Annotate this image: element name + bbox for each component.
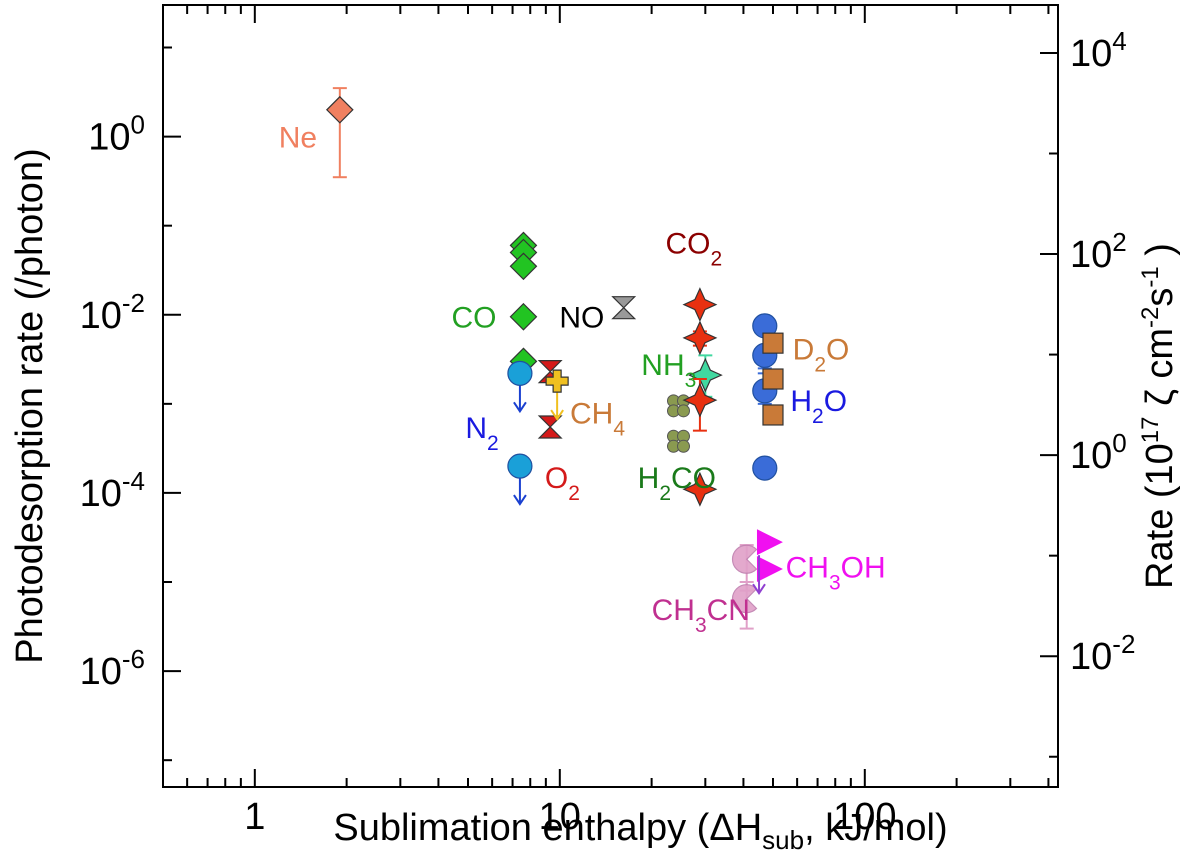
pacman-marker [731, 584, 758, 614]
star-marker [682, 471, 718, 507]
y-axis-title: Photodesorption rate (/photon) [9, 148, 51, 663]
clover-leaf [676, 404, 690, 418]
clover-marker [666, 429, 690, 453]
square-marker [762, 368, 784, 390]
series-ch3oh [756, 529, 783, 582]
x-tick-label: 10 [539, 796, 581, 838]
y2-tick-label: 100 [1070, 428, 1127, 477]
x-tick-label: 100 [833, 796, 896, 838]
diamond-marker [509, 252, 538, 281]
circle-marker [752, 455, 778, 481]
y-tick-label: 100 [88, 110, 145, 159]
series-d2o [762, 332, 784, 426]
clover-marker [666, 394, 690, 418]
label-co2: CO2 [665, 227, 722, 270]
pacman-marker [731, 544, 758, 574]
upper-limit-arrowhead [550, 409, 564, 421]
diamond-marker [325, 95, 354, 124]
label-d2o: D2O [793, 333, 850, 376]
series-ch3oh-upper-limits [752, 555, 766, 595]
species-labels: Ne CO NO CO2 D2O NH3 H2O N2 CH4 O2 H2CO CH3OH CH3CN [279, 122, 886, 637]
series-ch3cn [731, 544, 758, 630]
series-n2 [507, 360, 533, 506]
plot-frame [162, 4, 1059, 788]
cross-marker [545, 369, 569, 393]
square-marker [762, 404, 784, 426]
star-marker [682, 382, 718, 418]
series-no [611, 296, 637, 320]
label-co: CO [451, 302, 496, 335]
hourglass-marker [537, 415, 563, 439]
data-marks [325, 87, 784, 630]
star-marker [687, 357, 723, 393]
upper-limit-arrowhead [513, 401, 527, 414]
diamond-marker [509, 302, 538, 331]
label-o2: O2 [545, 462, 580, 505]
y2-tick-label: 10-2 [1070, 629, 1135, 678]
axis-titles: Sublimation enthalpy (ΔHsub, kJ/mol) Phot… [9, 148, 1181, 855]
y-tick-label: 10-6 [80, 644, 145, 693]
y2-tick-label: 104 [1070, 26, 1127, 75]
triangle-marker [756, 529, 783, 556]
circle-marker [507, 453, 533, 479]
y-tick-label: 10-2 [80, 288, 145, 337]
label-no: NO [559, 302, 604, 335]
x-axis-title: Sublimation enthalpy (ΔHsub, kJ/mol) [333, 807, 947, 855]
series-ch4 [545, 369, 569, 421]
axes: 1 10 100 100 10-2 10-4 10-6 104 102 100 10-2 [80, 4, 1135, 838]
y-tick-label: 10-4 [80, 466, 145, 515]
upper-limit-arrowhead [752, 583, 766, 595]
label-h2o: H2O [790, 385, 847, 428]
series-co [509, 231, 538, 376]
square-marker [762, 332, 784, 354]
label-nh3: NH3 [641, 349, 696, 392]
star-marker [682, 320, 718, 356]
x-tick-label: 1 [244, 796, 265, 838]
label-n2: N2 [465, 412, 498, 455]
circle-marker [507, 360, 533, 386]
series-h2co [666, 394, 690, 453]
series-ne [325, 87, 354, 179]
label-ch3oh: CH3OH [786, 551, 886, 594]
label-ch4: CH4 [570, 397, 625, 440]
label-ne: Ne [279, 122, 317, 155]
y2-tick-label: 102 [1070, 227, 1127, 276]
series-co2 [682, 287, 718, 507]
label-ch3cn: CH3CN [652, 594, 750, 637]
clover-leaf [676, 439, 690, 453]
star-marker [682, 287, 718, 323]
upper-limit-arrowhead [513, 494, 527, 506]
hourglass-marker [611, 296, 637, 320]
label-h2co: H2CO [638, 462, 716, 505]
y2-axis-title: Rate (1017 ζ cm-2s-1 ) [1137, 243, 1181, 589]
triangle-marker [756, 556, 783, 582]
